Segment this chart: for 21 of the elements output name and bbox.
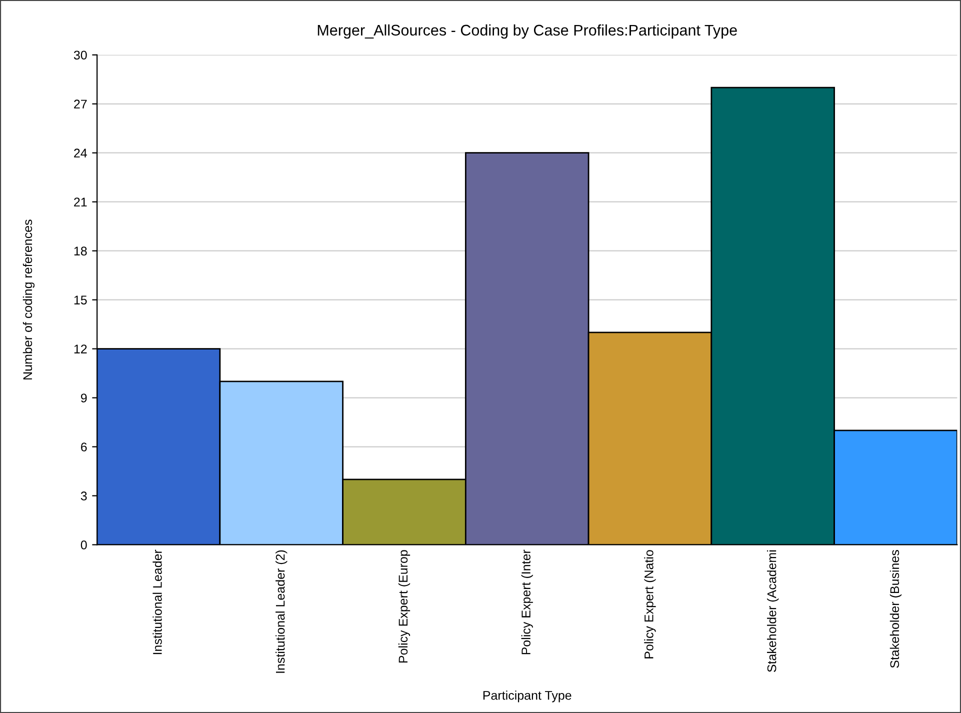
y-tick-label: 6 bbox=[81, 442, 87, 452]
y-tick-label: 30 bbox=[74, 50, 87, 60]
x-tick-label: Policy Expert (Europ bbox=[398, 550, 410, 662]
x-axis-title: Participant Type bbox=[483, 690, 572, 702]
y-tick-label: 0 bbox=[80, 540, 87, 550]
y-tick-label: 21 bbox=[74, 198, 87, 206]
chart-title: Merger_AllSources - Coding by Case Profiles:Participant Type bbox=[318, 24, 737, 39]
y-tick-label: 12 bbox=[74, 344, 87, 354]
y-tick-label: 15 bbox=[74, 296, 87, 304]
y-tick-label: 3 bbox=[80, 492, 87, 500]
x-tick-label: Institutional Leader bbox=[152, 550, 162, 654]
x-tick-label: Policy Expert (Inter bbox=[521, 550, 533, 654]
y-tick-label: 24 bbox=[74, 148, 87, 158]
y-tick-label: 9 bbox=[80, 394, 87, 402]
x-tick-label: Policy Expert (Natio bbox=[644, 550, 656, 658]
y-axis-title: Number of coding references bbox=[22, 220, 35, 380]
y-tick-label: 27 bbox=[74, 100, 87, 108]
x-tick-label: Stakeholder (Busines bbox=[890, 550, 902, 668]
x-tick-label: Stakeholder (Academi bbox=[767, 550, 779, 672]
y-tick-label: 18 bbox=[74, 246, 87, 256]
x-tick-label: Institutional Leader (2) bbox=[276, 550, 288, 673]
